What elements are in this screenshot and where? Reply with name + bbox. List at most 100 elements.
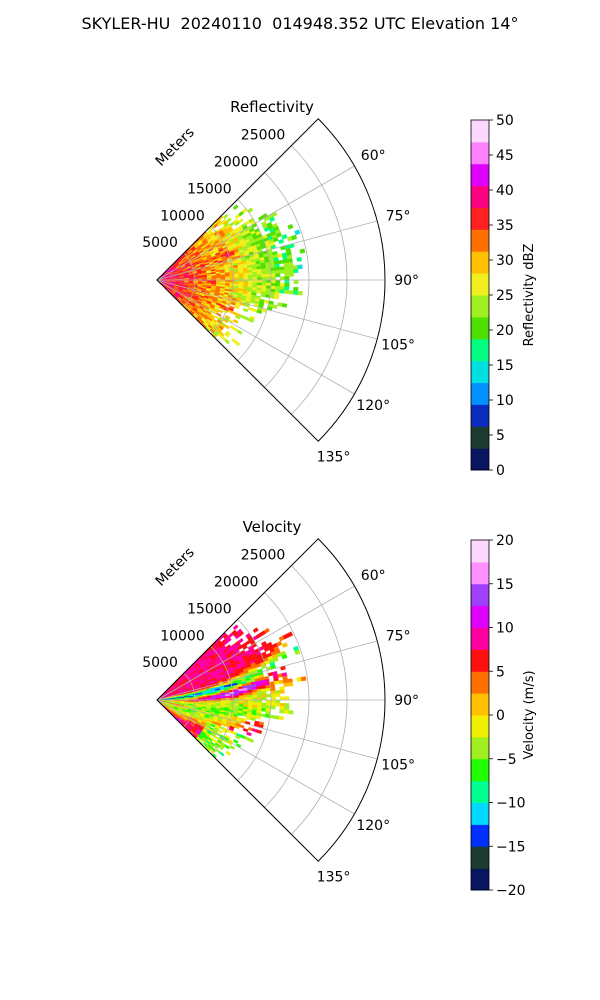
field-cell-673 [287, 681, 294, 687]
azimuth-tick-label: 135° [317, 870, 351, 886]
field-cell-38 [222, 213, 229, 220]
field-cell-751 [261, 694, 267, 698]
range-tick-label: 5000 [142, 235, 178, 251]
colorbar-tick-label: −10 [496, 796, 526, 812]
field-cell-764 [284, 272, 290, 277]
field-cell-1294 [237, 329, 243, 335]
colorbar-swatch [471, 382, 489, 405]
field-cell-943 [273, 715, 280, 720]
colorbar-tick-label: 45 [496, 148, 514, 164]
field-cell-730 [265, 270, 272, 275]
field-cell-762 [270, 273, 276, 278]
field-cell-876 [265, 285, 272, 290]
colorbar-swatch [471, 649, 489, 672]
reflectivity-range-ticks: 5000 10000 15000 20000 25000 [142, 128, 285, 251]
azimuth-spoke-75 [156, 640, 378, 701]
colorbar-tick-label: 30 [496, 253, 514, 269]
velocity-azimuth-ticks: 60° 75° 90° 105° 120° 135° [317, 568, 419, 885]
field-cell-702 [283, 265, 290, 271]
field-cell-1368 [224, 332, 230, 338]
colorbar-swatch [471, 561, 489, 585]
field-cell-704 [292, 264, 299, 270]
field-cell-645 [300, 676, 307, 682]
field-cell-381 [287, 223, 294, 230]
azimuth-spoke-75 [156, 220, 378, 281]
colorbar-swatch [471, 426, 489, 449]
field-cell-967 [255, 715, 261, 720]
velocity-field [156, 624, 307, 759]
field-cell-698 [265, 687, 271, 692]
field-cell-1345 [219, 751, 225, 757]
field-cell-944 [278, 715, 284, 721]
field-cell-847 [266, 282, 272, 287]
colorbar-swatch [471, 583, 489, 607]
field-cell-830 [256, 702, 263, 706]
colorbar-swatch [471, 360, 489, 383]
field-cell-726 [247, 272, 253, 276]
field-cell-456 [294, 649, 301, 656]
field-cell-85 [226, 637, 232, 643]
colorbar-swatch [471, 185, 489, 208]
field-cell-41 [232, 624, 239, 631]
field-cell-700 [279, 686, 285, 691]
colorbar-swatch [471, 736, 489, 760]
colorbar-tick-label: 0 [496, 708, 505, 724]
field-cell-752 [266, 693, 272, 698]
field-cell-749 [252, 694, 258, 698]
velocity-title: Velocity [243, 518, 302, 536]
colorbar-tick-label: 50 [496, 113, 514, 129]
field-cell-723 [256, 691, 262, 695]
field-cell-888 [261, 707, 267, 712]
reflectivity-colorbar: 0 5 10 15 20 25 30 35 40 45 50 [470, 113, 514, 479]
field-cell-454 [272, 657, 279, 663]
field-cell-729 [261, 271, 267, 275]
velocity-radial-axis-label: Meters [153, 545, 198, 590]
field-cell-1310 [225, 750, 232, 756]
field-cell-793 [284, 276, 290, 281]
colorbar-swatch [471, 316, 489, 340]
field-cell-807 [275, 699, 281, 704]
field-cell-153 [252, 627, 259, 634]
range-tick-label: 10000 [160, 208, 205, 224]
field-cell-641 [278, 259, 284, 265]
field-cell-1223 [217, 309, 224, 314]
field-cell-761 [266, 273, 272, 278]
field-cell-750 [256, 694, 263, 698]
field-cell-672 [283, 682, 289, 687]
field-cell-644 [296, 256, 302, 262]
sector-frame [156, 118, 386, 442]
colorbar-tick-label: 25 [496, 288, 514, 304]
azimuth-spoke-120 [156, 279, 355, 395]
field-cell-736 [293, 268, 299, 274]
azimuth-spoke-60 [156, 165, 355, 281]
colorbar-swatch [471, 448, 489, 471]
field-cell-940 [260, 713, 266, 718]
field-cell-913 [297, 290, 303, 296]
field-cell-1370 [234, 340, 241, 347]
field-cell-1131 [242, 307, 249, 313]
reflectivity-radial-axis-label: Meters [153, 125, 198, 170]
field-cell-455 [281, 654, 288, 660]
colorbar-swatch [471, 758, 489, 782]
field-cell-806 [270, 699, 276, 704]
field-cell-862 [270, 705, 276, 710]
field-cell-1240 [232, 319, 239, 324]
field-cell-1190 [248, 318, 255, 323]
reflectivity-colorbar-label: Reflectivity dBZ [522, 244, 537, 347]
field-cell-1094 [242, 727, 249, 733]
colorbar-swatch [471, 229, 489, 252]
field-cell-833 [270, 702, 276, 707]
field-cell-963 [260, 293, 266, 298]
field-cell-779 [270, 696, 276, 701]
range-tick-label: 10000 [160, 628, 205, 644]
field-cell-756 [243, 274, 249, 278]
field-cell-727 [279, 689, 285, 694]
field-cell-835 [279, 702, 285, 707]
field-cell-366 [281, 642, 288, 648]
field-cell-892 [288, 710, 294, 715]
colorbar-swatch [471, 605, 489, 628]
colorbar-swatch [471, 338, 489, 362]
field-cell-752 [225, 275, 231, 279]
field-cell-864 [284, 706, 290, 711]
reflectivity-field [156, 204, 306, 347]
